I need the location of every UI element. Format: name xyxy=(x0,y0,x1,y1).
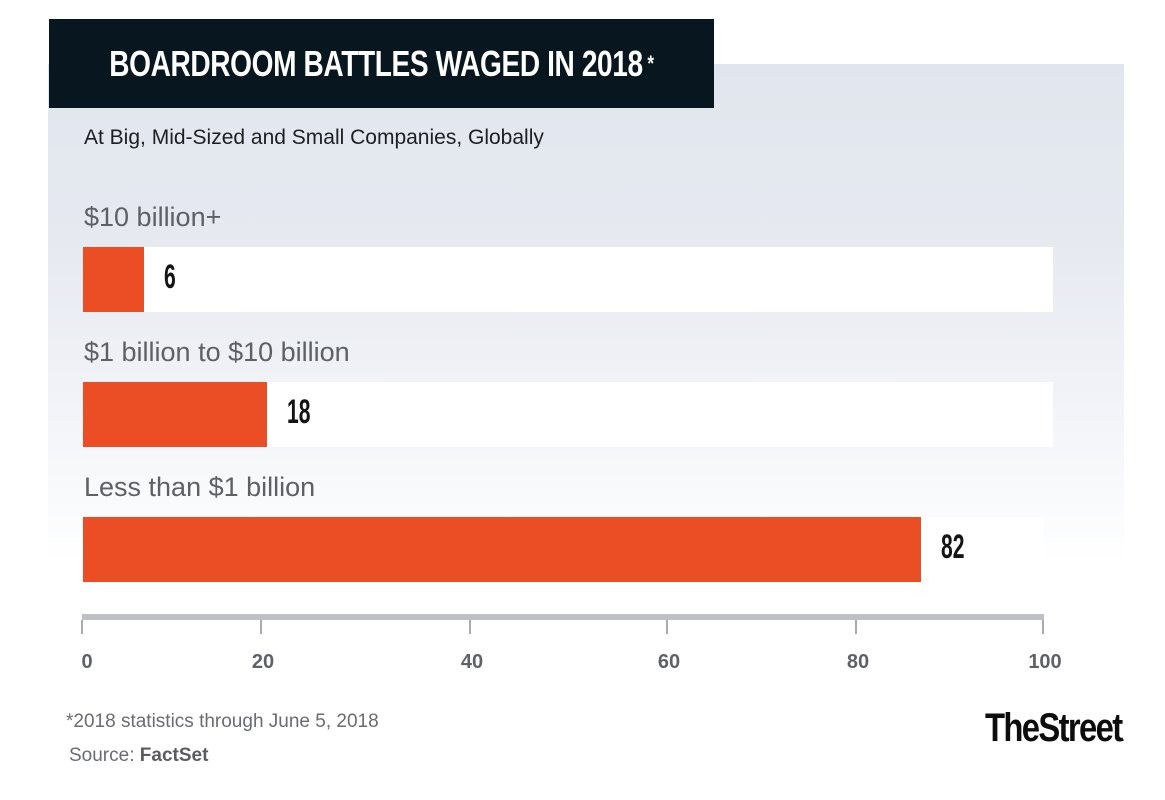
x-tick-label: 60 xyxy=(657,651,681,673)
x-tick xyxy=(1042,620,1044,634)
x-tick-label: 40 xyxy=(460,651,484,673)
x-tick-label: 80 xyxy=(846,651,870,673)
bar-value-label: 6 xyxy=(164,258,177,296)
x-tick-label: 0 xyxy=(81,651,93,673)
bar xyxy=(83,247,145,312)
category-label: $1 billion to $10 billion xyxy=(84,337,350,367)
bar xyxy=(83,382,268,447)
x-tick xyxy=(469,620,471,634)
bar-value-label: 82 xyxy=(941,528,965,566)
bar xyxy=(83,517,922,582)
bar-value-label: 18 xyxy=(287,393,311,431)
chart-title-text: BOARDROOM BATTLES WAGED IN 2018 xyxy=(109,42,643,84)
chart-subtitle: At Big, Mid-Sized and Small Companies, G… xyxy=(84,126,544,149)
chart-title: BOARDROOM BATTLES WAGED IN 2018 * xyxy=(109,19,654,108)
x-tick xyxy=(260,620,262,634)
category-label: Less than $1 billion xyxy=(84,472,316,502)
category-label: $10 billion+ xyxy=(84,202,222,232)
x-tick-label: 100 xyxy=(1028,651,1062,673)
x-tick xyxy=(666,620,668,634)
logo-dot: . xyxy=(1121,730,1125,744)
title-asterisk: * xyxy=(647,50,654,76)
bar-track xyxy=(83,247,1053,312)
thestreet-logo: TheStreet. xyxy=(985,706,1124,751)
footnote: *2018 statistics through June 5, 2018 xyxy=(66,711,379,732)
logo-text: TheStreet xyxy=(985,706,1123,750)
source-name: FactSet xyxy=(139,745,209,766)
x-axis-line xyxy=(82,614,1044,620)
source-label: Source: xyxy=(69,745,140,766)
source-line: Source: FactSet xyxy=(69,745,208,767)
chart-background-panel xyxy=(48,64,1124,564)
x-tick xyxy=(855,620,857,634)
x-tick-label: 20 xyxy=(251,651,275,673)
x-tick xyxy=(81,620,83,634)
title-banner: BOARDROOM BATTLES WAGED IN 2018 * xyxy=(49,19,714,108)
